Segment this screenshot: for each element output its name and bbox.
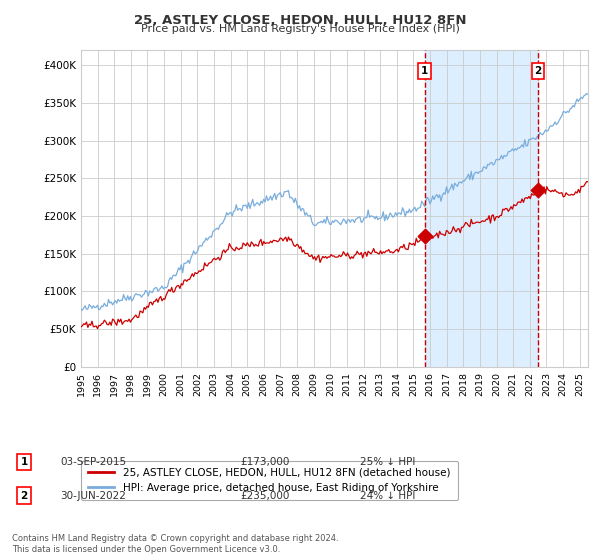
Point — [420, 232, 430, 241]
Text: Contains HM Land Registry data © Crown copyright and database right 2024.
This d: Contains HM Land Registry data © Crown c… — [12, 534, 338, 554]
Text: Price paid vs. HM Land Registry's House Price Index (HPI): Price paid vs. HM Land Registry's House … — [140, 24, 460, 34]
Text: 25% ↓ HPI: 25% ↓ HPI — [360, 457, 415, 467]
Bar — [425, 50, 538, 367]
Text: £173,000: £173,000 — [240, 457, 289, 467]
Point — [533, 185, 543, 194]
Text: 25, ASTLEY CLOSE, HEDON, HULL, HU12 8FN: 25, ASTLEY CLOSE, HEDON, HULL, HU12 8FN — [134, 14, 466, 27]
Legend: 25, ASTLEY CLOSE, HEDON, HULL, HU12 8FN (detached house), HPI: Average price, de: 25, ASTLEY CLOSE, HEDON, HULL, HU12 8FN … — [81, 461, 458, 501]
Text: 24% ↓ HPI: 24% ↓ HPI — [360, 491, 415, 501]
Text: 03-SEP-2015: 03-SEP-2015 — [60, 457, 126, 467]
Text: 30-JUN-2022: 30-JUN-2022 — [60, 491, 126, 501]
Text: 2: 2 — [20, 491, 28, 501]
Text: 1: 1 — [421, 66, 428, 76]
Text: 1: 1 — [20, 457, 28, 467]
Text: 2: 2 — [535, 66, 542, 76]
Text: £235,000: £235,000 — [240, 491, 289, 501]
